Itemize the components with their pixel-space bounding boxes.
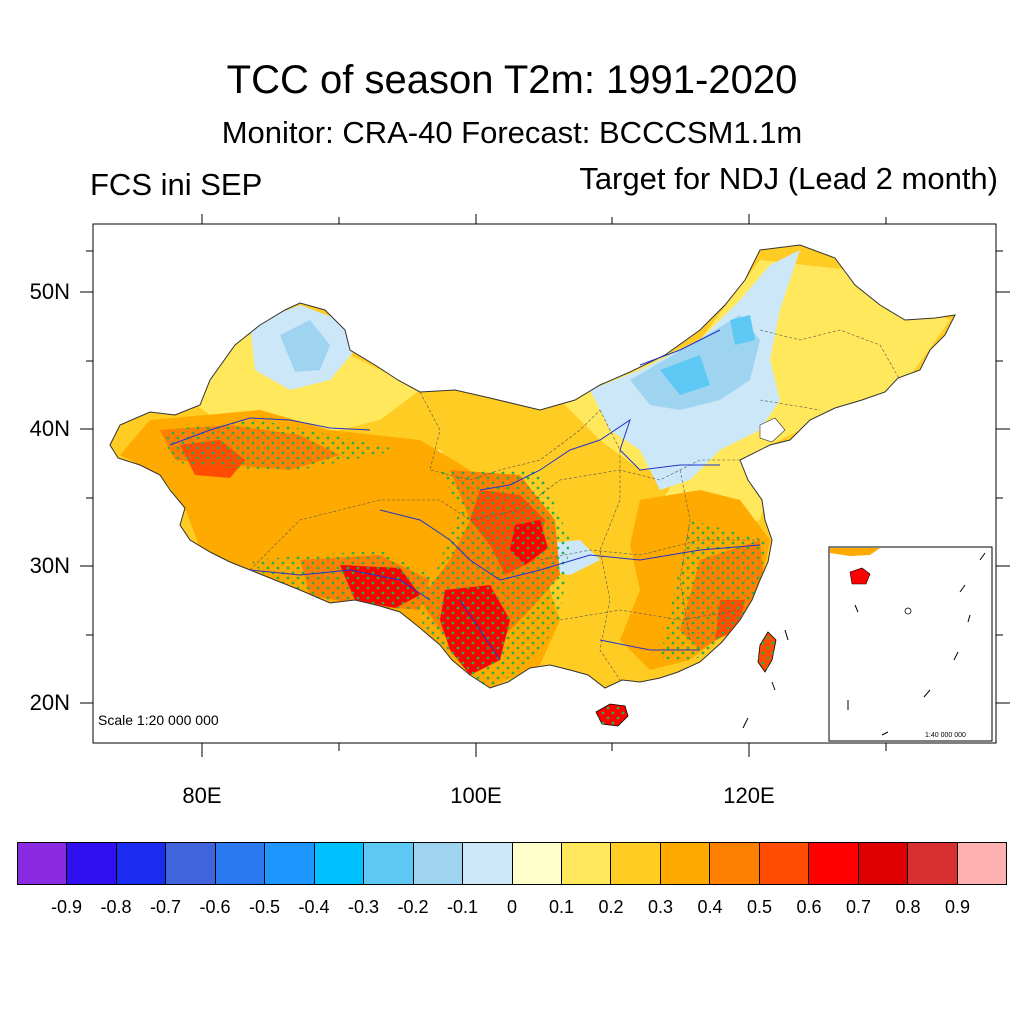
colorbar-tick-label: 0.7: [845, 897, 872, 917]
inset-scale-label: 1:40 000 000: [925, 732, 966, 739]
colorbar-swatch: [18, 843, 68, 884]
colorbar-swatch: [364, 843, 414, 884]
lat-tick-label: 40N: [29, 416, 70, 441]
colorbar-swatch: [908, 843, 958, 884]
lat-tick-label: 20N: [29, 690, 70, 715]
colorbar-tick-label: 0.4: [697, 897, 723, 917]
colorbar: [17, 842, 1007, 885]
colorbar-tick-label: 0.9: [944, 897, 971, 917]
colorbar-tick-label: -0.5: [248, 897, 281, 917]
colorbar-tick-label: -0.3: [347, 897, 380, 917]
colorbar-tick-label: -0.1: [446, 897, 479, 917]
colorbar-tick-label: 0.6: [796, 897, 822, 917]
nine-dash-line-main: [742, 629, 789, 729]
colorbar-tick-label: -0.4: [298, 897, 330, 917]
province-boundaries: [249, 329, 901, 681]
colorbar-tick-label: -0.2: [397, 897, 429, 917]
lon-tick-label: 120E: [723, 783, 775, 808]
inset-map: [828, 546, 993, 742]
colorbar-tick-label: 0.2: [598, 897, 624, 917]
axis-ticks: [80, 214, 1010, 757]
colorbar-swatch: [265, 843, 315, 884]
rivers: [169, 329, 761, 661]
lon-tick-label: 100E: [450, 783, 502, 808]
chart-subtitle: Monitor: CRA-40 Forecast: BCCCSM1.1m: [221, 115, 803, 150]
colorbar-swatch: [314, 843, 365, 884]
lat-tick-label: 30N: [29, 553, 70, 578]
bohai-sea: [759, 417, 786, 443]
colorbar-tick-label: 0.8: [895, 897, 921, 917]
target-season-label: Target for NDJ (Lead 2 month): [579, 161, 998, 196]
colorbar-swatch: [463, 843, 513, 884]
colorbar-swatch: [611, 843, 661, 884]
colorbar-tick-label: -0.8: [100, 897, 132, 917]
colorbar-swatch: [215, 843, 266, 884]
colorbar-swatch: [957, 843, 1007, 884]
colorbar-swatch: [116, 843, 167, 884]
colorbar-swatch: [660, 843, 711, 884]
colorbar-tick-label: 0.5: [746, 897, 773, 917]
colorbar-tick-label: -0.7: [149, 897, 182, 917]
china-border: [109, 244, 956, 689]
forecast-init-label: FCS ini SEP: [90, 167, 263, 202]
colorbar-swatch: [512, 843, 562, 884]
colorbar-tick-label: -0.9: [50, 897, 83, 917]
colorbar-tick-label: 0: [506, 897, 517, 917]
colorbar-swatch: [710, 843, 760, 884]
colorbar-swatch: [413, 843, 464, 884]
lon-tick-label: 80E: [182, 783, 222, 808]
colorbar-swatch: [166, 843, 216, 884]
lat-tick-label: 50N: [29, 279, 70, 304]
map-scale-label: Scale 1:20 000 000: [98, 712, 219, 728]
chart-title: TCC of season T2m: 1991-2020: [226, 58, 798, 102]
colorbar-swatch: [67, 843, 117, 884]
colorbar-swatch: [809, 843, 859, 884]
colorbar-swatch: [561, 843, 612, 884]
colorbar-swatch: [858, 843, 909, 884]
colorbar-tick-label: 0.1: [548, 897, 575, 917]
colorbar-tick-label: -0.6: [199, 897, 231, 917]
colorbar-tick-label: 0.3: [647, 897, 674, 917]
colorbar-swatch: [759, 843, 810, 884]
